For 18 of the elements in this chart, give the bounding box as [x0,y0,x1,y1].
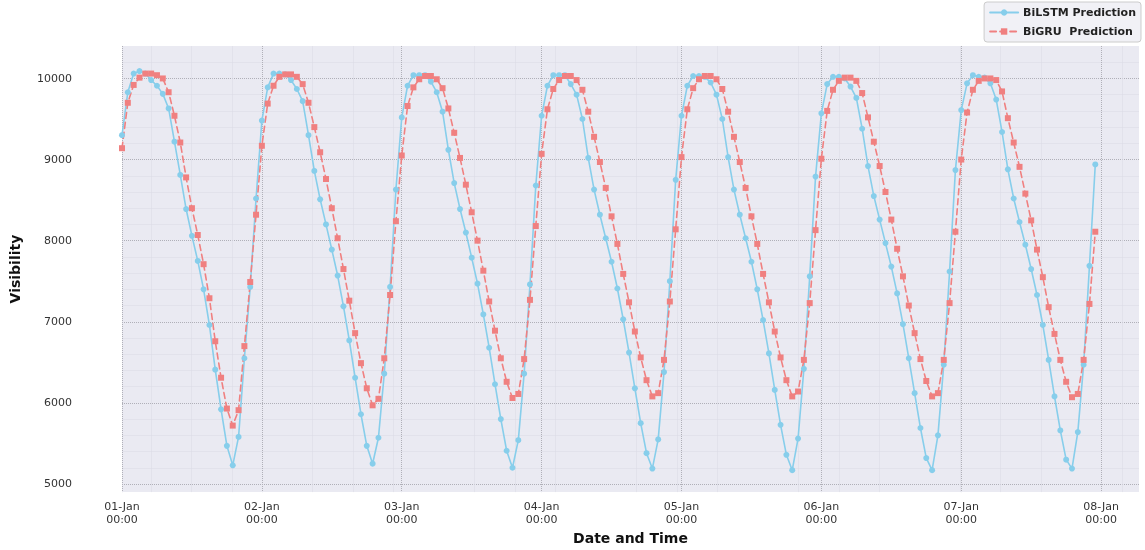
x-tick-label: 01-Jan 00:00 [104,500,140,527]
x-tick-label: 02-Jan 00:00 [244,500,280,527]
x-tick-label: 04-Jan 00:00 [523,500,560,527]
y-tick-label: 6000 [44,396,72,410]
legend-label: BiGRU Prediction [1023,25,1133,38]
x-tick-label: 05-Jan 00:00 [663,500,700,527]
x-tick-label: 03-Jan 00:00 [383,500,420,527]
x-tick-label: 06-Jan 00:00 [803,500,840,527]
y-tick-label: 7000 [44,315,72,329]
y-tick-label: 5000 [44,477,72,491]
y-axis-title: Visibility [7,234,23,304]
legend-label: BiLSTM Prediction [1023,6,1137,19]
y-tick-label: 8000 [44,234,72,248]
y-tick-label: 9000 [44,153,72,167]
x-tick-label: 07-Jan 00:00 [943,500,980,527]
x-tick-label: 08-Jan 00:00 [1083,500,1119,527]
y-tick-label: 10000 [37,71,72,85]
x-axis-title: Date and Time [573,530,688,546]
